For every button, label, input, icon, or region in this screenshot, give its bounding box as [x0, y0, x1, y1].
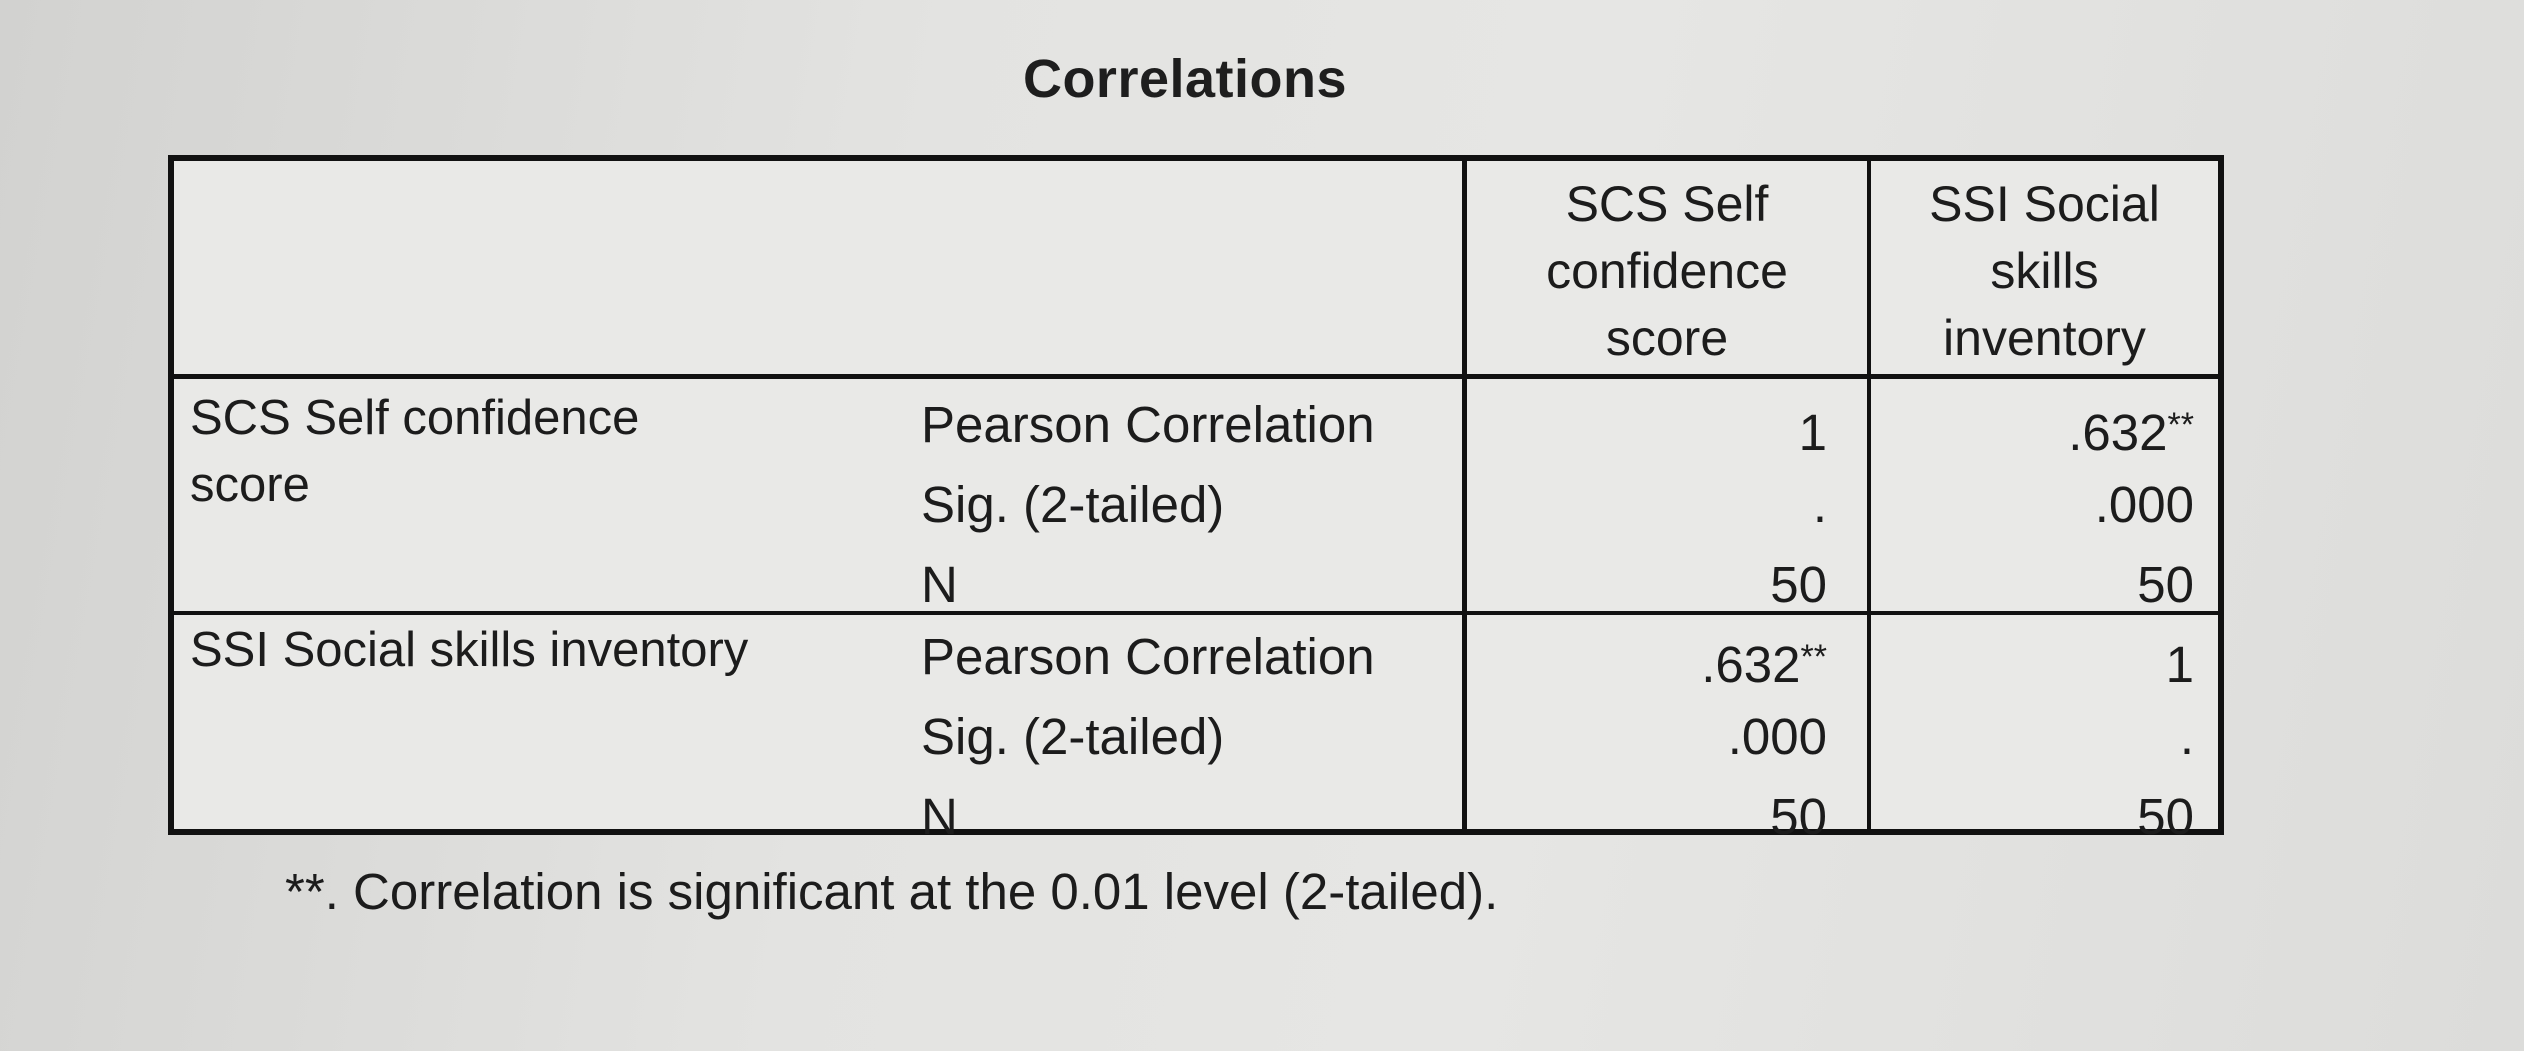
- cell-scs-scs: 1 . 50: [1467, 379, 1871, 615]
- value-sig: .000: [2094, 476, 2194, 533]
- value-r-sup: **: [1800, 638, 1827, 676]
- column-header-line: inventory: [1943, 310, 2146, 366]
- table-footnote: **. Correlation is significant at the 0.…: [285, 863, 1499, 920]
- stat-label-pearson: Pearson Correlation: [921, 628, 1375, 685]
- stat-label-n: N: [921, 788, 958, 845]
- value-r: .632: [2068, 404, 2168, 461]
- value-n: 50: [2137, 556, 2194, 613]
- stat-label-sig: Sig. (2-tailed): [921, 476, 1225, 533]
- row-label-scs: SCS Self confidence score: [190, 385, 890, 519]
- column-header-line: SCS Self: [1565, 176, 1769, 232]
- column-header-line: skills: [1990, 243, 2099, 299]
- column-header-line: score: [1605, 310, 1729, 366]
- value-r-sup: **: [2167, 406, 2194, 444]
- stat-label-n: N: [921, 556, 958, 613]
- row-label-ssi: SSI Social skills inventory: [190, 617, 950, 684]
- column-header-line: SSI Social: [1929, 176, 2160, 232]
- column-header-scs: SCS Self confidence score: [1467, 161, 1871, 379]
- stat-labels: Pearson Correlation Sig. (2-tailed) N: [921, 617, 1375, 857]
- row-label-line: score: [190, 458, 310, 512]
- value-r: 1: [1798, 404, 1827, 461]
- value-sig: .: [2179, 708, 2194, 765]
- header-corner-cell: [174, 161, 1467, 379]
- row-label-line: SSI Social skills inventory: [190, 623, 749, 677]
- value-r: .632: [1701, 636, 1801, 693]
- value-n: 50: [2137, 788, 2194, 845]
- row-label-line: SCS Self confidence: [190, 391, 640, 445]
- stat-labels: Pearson Correlation Sig. (2-tailed) N: [921, 385, 1375, 625]
- value-sig: .: [1812, 476, 1827, 533]
- column-header-ssi: SSI Social skills inventory: [1871, 161, 2218, 379]
- column-header-line: confidence: [1546, 243, 1788, 299]
- value-n: 50: [1770, 788, 1827, 845]
- cell-ssi-ssi: 1 . 50: [1871, 615, 2218, 845]
- stat-label-sig: Sig. (2-tailed): [921, 708, 1225, 765]
- row-scs: SCS Self confidence score Pearson Correl…: [174, 379, 1467, 615]
- table-title: Correlations: [1022, 49, 1348, 109]
- cell-ssi-scs: .632** .000 50: [1467, 615, 1871, 845]
- row-ssi: SSI Social skills inventory Pearson Corr…: [174, 615, 1467, 845]
- value-n: 50: [1770, 556, 1827, 613]
- correlations-table: SCS Self confidence score SSI Social ski…: [168, 155, 2224, 845]
- value-r: 1: [2165, 636, 2194, 693]
- cell-scs-ssi: .632** .000 50: [1871, 379, 2218, 615]
- value-sig: .000: [1727, 708, 1827, 765]
- stat-label-pearson: Pearson Correlation: [921, 396, 1375, 453]
